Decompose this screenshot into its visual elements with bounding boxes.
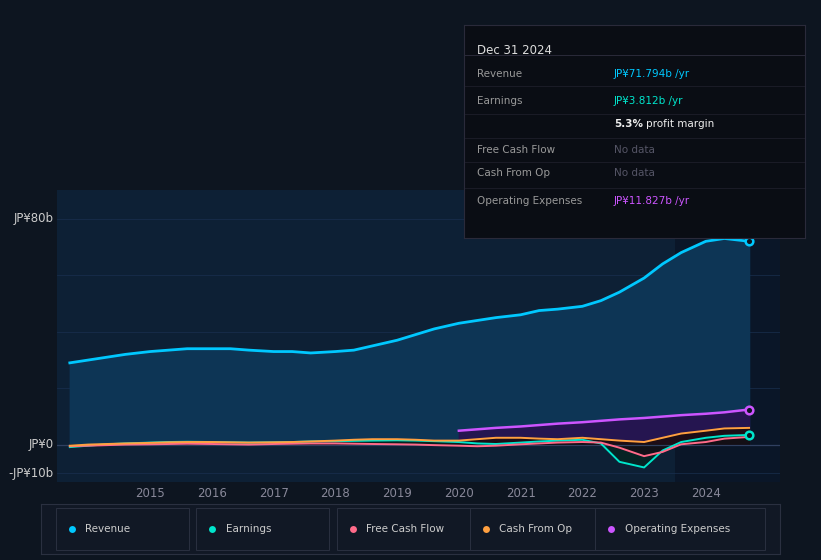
Text: JP¥80b: JP¥80b: [13, 212, 53, 225]
Bar: [56, 508, 189, 550]
Text: Revenue: Revenue: [85, 524, 131, 534]
Text: Cash From Op: Cash From Op: [499, 524, 572, 534]
Bar: [470, 508, 595, 550]
Text: Free Cash Flow: Free Cash Flow: [478, 144, 556, 155]
Text: profit margin: profit margin: [646, 119, 714, 129]
Text: Revenue: Revenue: [478, 69, 523, 79]
Text: Earnings: Earnings: [226, 524, 271, 534]
Text: 5.3%: 5.3%: [614, 119, 643, 129]
Text: JP¥3.812b /yr: JP¥3.812b /yr: [614, 96, 683, 106]
Text: No data: No data: [614, 168, 654, 178]
Text: Operating Expenses: Operating Expenses: [478, 196, 583, 206]
Text: JP¥71.794b /yr: JP¥71.794b /yr: [614, 69, 690, 79]
Text: Cash From Op: Cash From Op: [478, 168, 551, 178]
Text: JP¥11.827b /yr: JP¥11.827b /yr: [614, 196, 690, 206]
Bar: [675, 190, 780, 482]
Text: -JP¥10b: -JP¥10b: [8, 466, 53, 479]
Text: No data: No data: [614, 144, 654, 155]
Text: Earnings: Earnings: [478, 96, 523, 106]
Text: Dec 31 2024: Dec 31 2024: [478, 44, 553, 57]
Bar: [196, 508, 329, 550]
Text: JP¥0: JP¥0: [28, 438, 53, 451]
Bar: [595, 508, 765, 550]
Text: Free Cash Flow: Free Cash Flow: [366, 524, 444, 534]
Text: Operating Expenses: Operating Expenses: [625, 524, 730, 534]
Bar: [337, 508, 470, 550]
